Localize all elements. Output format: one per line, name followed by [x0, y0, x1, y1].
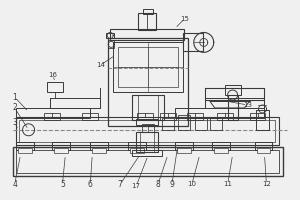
Bar: [16, 150, 279, 173]
Bar: [19, 120, 275, 142]
Bar: [130, 148, 144, 153]
Bar: [210, 118, 222, 130]
Bar: [132, 95, 164, 120]
Bar: [110, 28, 184, 40]
Text: 17: 17: [132, 183, 141, 189]
Text: 9: 9: [169, 180, 174, 189]
Bar: [162, 118, 174, 130]
Text: 13: 13: [243, 102, 252, 108]
Bar: [113, 42, 183, 92]
Bar: [54, 148, 68, 153]
Text: 6: 6: [88, 180, 93, 189]
Bar: [82, 113, 98, 120]
Bar: [90, 142, 108, 150]
Bar: [225, 85, 241, 95]
Bar: [108, 38, 188, 126]
Bar: [254, 142, 272, 150]
Text: 14: 14: [96, 62, 105, 68]
Bar: [47, 82, 63, 92]
Bar: [175, 142, 193, 150]
Bar: [52, 142, 70, 150]
Bar: [18, 148, 32, 153]
Text: 11: 11: [223, 181, 232, 187]
Text: 16: 16: [48, 72, 57, 78]
Text: 8: 8: [156, 180, 160, 189]
Bar: [217, 113, 232, 120]
Bar: [128, 142, 146, 150]
Bar: [250, 113, 266, 120]
Bar: [92, 148, 106, 153]
Bar: [138, 13, 156, 30]
Bar: [136, 132, 158, 152]
Text: 1: 1: [12, 93, 17, 102]
Bar: [160, 113, 176, 120]
Bar: [16, 117, 279, 145]
Bar: [256, 110, 269, 130]
Bar: [177, 148, 191, 153]
Bar: [106, 33, 114, 38]
Bar: [214, 148, 228, 153]
Text: 5: 5: [60, 180, 65, 189]
Bar: [256, 148, 270, 153]
Text: 4: 4: [12, 180, 17, 189]
Bar: [108, 40, 114, 48]
Bar: [212, 142, 230, 150]
Bar: [228, 95, 238, 120]
Bar: [187, 113, 203, 120]
Text: 10: 10: [187, 181, 196, 187]
Bar: [136, 119, 158, 125]
Text: 12: 12: [262, 181, 271, 187]
Text: 3: 3: [12, 118, 17, 127]
Bar: [205, 98, 265, 108]
Bar: [137, 113, 153, 120]
Bar: [178, 115, 190, 130]
Bar: [142, 124, 154, 132]
Text: 7: 7: [118, 180, 123, 189]
Bar: [16, 108, 90, 118]
Bar: [195, 118, 207, 130]
Bar: [132, 150, 162, 156]
Bar: [175, 108, 265, 118]
Bar: [143, 9, 153, 14]
Bar: [16, 142, 34, 150]
Bar: [50, 98, 100, 108]
Bar: [44, 113, 60, 120]
Bar: [13, 147, 284, 176]
Bar: [183, 33, 203, 51]
Text: 2: 2: [12, 103, 17, 112]
Bar: [205, 88, 265, 100]
Text: 15: 15: [180, 16, 189, 22]
Bar: [118, 47, 178, 87]
